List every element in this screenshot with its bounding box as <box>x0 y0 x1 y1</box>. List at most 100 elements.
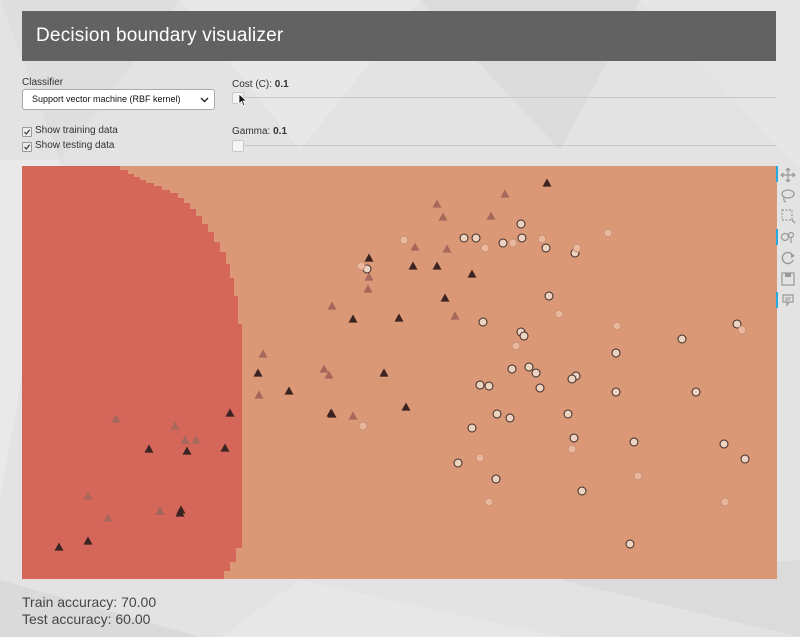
triangle-point-train <box>83 536 93 545</box>
circle-point-train <box>611 387 621 397</box>
circle-point-train <box>459 233 469 243</box>
circle-point-train <box>691 387 701 397</box>
decision-boundary-plot[interactable] <box>22 166 777 579</box>
triangle-point-test <box>327 301 337 310</box>
triangle-point-test <box>191 435 201 444</box>
circle-point-test <box>612 321 622 331</box>
triangle-point-test <box>170 421 180 430</box>
circle-point-test <box>537 234 547 244</box>
triangle-point-train <box>225 408 235 417</box>
triangle-point-test <box>363 284 373 293</box>
triangle-point-train <box>394 313 404 322</box>
triangle-point-test <box>500 189 510 198</box>
triangle-point-test <box>83 491 93 500</box>
circle-point-train <box>611 348 621 358</box>
reset-icon[interactable] <box>780 250 796 266</box>
hover-tool-active-indicator <box>776 229 778 245</box>
checkmark-icon <box>24 129 31 136</box>
gamma-label: Gamma: 0.1 <box>232 126 287 137</box>
triangle-point-test <box>438 212 448 221</box>
circle-point-train <box>453 458 463 468</box>
triangle-point-test <box>258 349 268 358</box>
show-training-checkbox[interactable] <box>22 127 32 137</box>
triangle-point-test <box>442 244 452 253</box>
pan-tool-active-indicator <box>776 166 778 182</box>
mouse-cursor-icon <box>238 93 248 107</box>
hover-tooltip-icon[interactable] <box>780 292 796 308</box>
page-title: Decision boundary visualizer <box>36 25 284 46</box>
gamma-slider-handle[interactable] <box>232 140 244 152</box>
circle-point-train <box>541 243 551 253</box>
circle-point-train <box>492 409 502 419</box>
circle-point-train <box>519 331 529 341</box>
circle-point-test <box>737 325 747 335</box>
circle-point-train <box>740 454 750 464</box>
circle-point-test <box>399 235 409 245</box>
show-testing-checkbox[interactable] <box>22 142 32 152</box>
circle-point-train <box>732 319 742 329</box>
triangle-point-train <box>253 368 263 377</box>
triangle-point-test <box>410 242 420 251</box>
circle-point-train <box>531 368 541 378</box>
test-accuracy: Test accuracy: 60.00 <box>22 611 151 627</box>
data-points <box>54 178 750 551</box>
triangle-point-train <box>467 269 477 278</box>
triangle-point-train <box>542 178 552 187</box>
triangle-point-test <box>319 364 329 373</box>
triangle-point-test <box>450 311 460 320</box>
cost-slider-track[interactable] <box>232 97 776 98</box>
lasso-select-icon[interactable] <box>780 188 796 204</box>
triangle-point-test <box>432 199 442 208</box>
circle-point-train <box>471 233 481 243</box>
triangle-point-test <box>103 513 113 522</box>
plot-toolbar <box>776 166 800 316</box>
triangle-point-test <box>254 390 264 399</box>
triangle-point-train <box>379 368 389 377</box>
circle-point-train <box>498 238 508 248</box>
gamma-slider-track[interactable] <box>232 145 776 146</box>
circle-point-train <box>524 362 534 372</box>
pan-icon[interactable] <box>780 167 796 183</box>
save-icon[interactable] <box>780 271 796 287</box>
triangle-point-test <box>111 414 121 423</box>
hover-inspect-icon[interactable] <box>780 229 796 245</box>
circle-point-test <box>603 228 613 238</box>
triangle-point-test <box>324 370 334 379</box>
circle-point-train <box>563 409 573 419</box>
triangle-point-test <box>155 506 165 515</box>
triangle-point-train <box>220 443 230 452</box>
circle-point-test <box>633 471 643 481</box>
show-training-label: Show training data <box>35 125 118 136</box>
region-red <box>22 166 242 579</box>
triangle-point-train <box>440 293 450 302</box>
circle-point-test <box>508 238 518 248</box>
cost-label: Cost (C): 0.1 <box>232 79 289 90</box>
circle-point-train <box>475 380 485 390</box>
gamma-label-text: Gamma: <box>232 126 271 137</box>
triangle-point-test <box>348 411 358 420</box>
circle-point-train <box>491 474 501 484</box>
triangle-point-train <box>364 253 374 262</box>
checkmark-icon <box>24 144 31 151</box>
cost-label-text: Cost (C): <box>232 79 272 90</box>
app-header: Decision boundary visualizer <box>22 11 776 61</box>
triangle-point-train <box>54 542 64 551</box>
gamma-value: 0.1 <box>273 126 288 137</box>
circle-point-train <box>478 317 488 327</box>
triangle-point-test <box>364 272 374 281</box>
triangle-point-train <box>284 386 294 395</box>
circle-point-test <box>567 444 577 454</box>
triangle-point-test <box>180 435 190 444</box>
circle-point-train <box>677 334 687 344</box>
circle-point-train <box>625 539 635 549</box>
classifier-select[interactable]: Support vector machine (RBF kernel) <box>22 89 215 110</box>
classifier-select-value: Support vector machine (RBF kernel) <box>32 94 181 104</box>
circle-point-test <box>720 497 730 507</box>
tooltip-tool-active-indicator <box>776 292 778 308</box>
circle-point-train <box>517 233 527 243</box>
circle-point-train <box>569 433 579 443</box>
classifier-label: Classifier <box>22 77 64 88</box>
circle-point-test <box>480 243 490 253</box>
box-select-icon[interactable] <box>780 208 796 224</box>
show-testing-label: Show testing data <box>35 140 115 151</box>
